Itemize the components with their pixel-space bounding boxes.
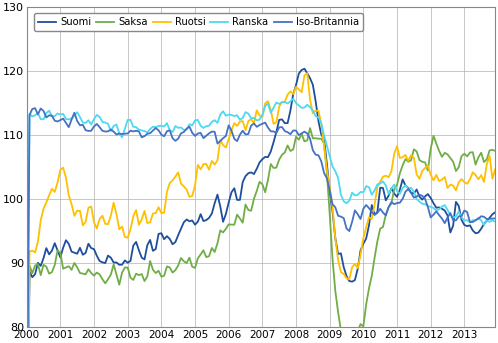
Ranska (301, 106, 307, 110)
Iso-Britannia (301, 130, 307, 134)
Ruotsi (299, 90, 305, 94)
Line: Ranska: Ranska (27, 99, 495, 343)
Ruotsi (184, 188, 190, 192)
Suomi (184, 217, 190, 222)
Iso-Britannia (161, 134, 167, 138)
Suomi (301, 67, 307, 71)
Ruotsi (492, 167, 498, 171)
Saksa (158, 275, 164, 279)
Ranska (400, 186, 406, 190)
Saksa (400, 163, 406, 167)
Ranska (293, 101, 299, 105)
Ruotsi (400, 155, 406, 159)
Line: Suomi: Suomi (27, 69, 495, 343)
Iso-Britannia (492, 216, 498, 221)
Saksa (299, 132, 305, 136)
Line: Iso-Britannia: Iso-Britannia (27, 108, 495, 343)
Saksa (290, 147, 296, 152)
Suomi (299, 68, 305, 72)
Suomi (158, 231, 164, 235)
Iso-Britannia (111, 130, 117, 134)
Iso-Britannia (400, 197, 406, 201)
Line: Ruotsi: Ruotsi (27, 73, 495, 343)
Legend: Suomi, Saksa, Ruotsi, Ranska, Iso-Britannia: Suomi, Saksa, Ruotsi, Ranska, Iso-Britan… (34, 13, 363, 31)
Ruotsi (304, 71, 310, 75)
Iso-Britannia (186, 125, 192, 129)
Ranska (492, 220, 498, 224)
Ranska (158, 124, 164, 128)
Saksa (492, 149, 498, 153)
Iso-Britannia (293, 129, 299, 133)
Ranska (290, 97, 296, 101)
Ruotsi (108, 213, 114, 217)
Ruotsi (290, 92, 296, 96)
Ruotsi (158, 211, 164, 215)
Saksa (307, 126, 313, 130)
Ranska (184, 127, 190, 131)
Saksa (108, 272, 114, 276)
Suomi (290, 92, 296, 96)
Line: Saksa: Saksa (27, 128, 495, 343)
Saksa (184, 261, 190, 265)
Iso-Britannia (32, 106, 38, 110)
Suomi (108, 256, 114, 260)
Suomi (400, 177, 406, 181)
Suomi (492, 210, 498, 214)
Ranska (108, 129, 114, 133)
